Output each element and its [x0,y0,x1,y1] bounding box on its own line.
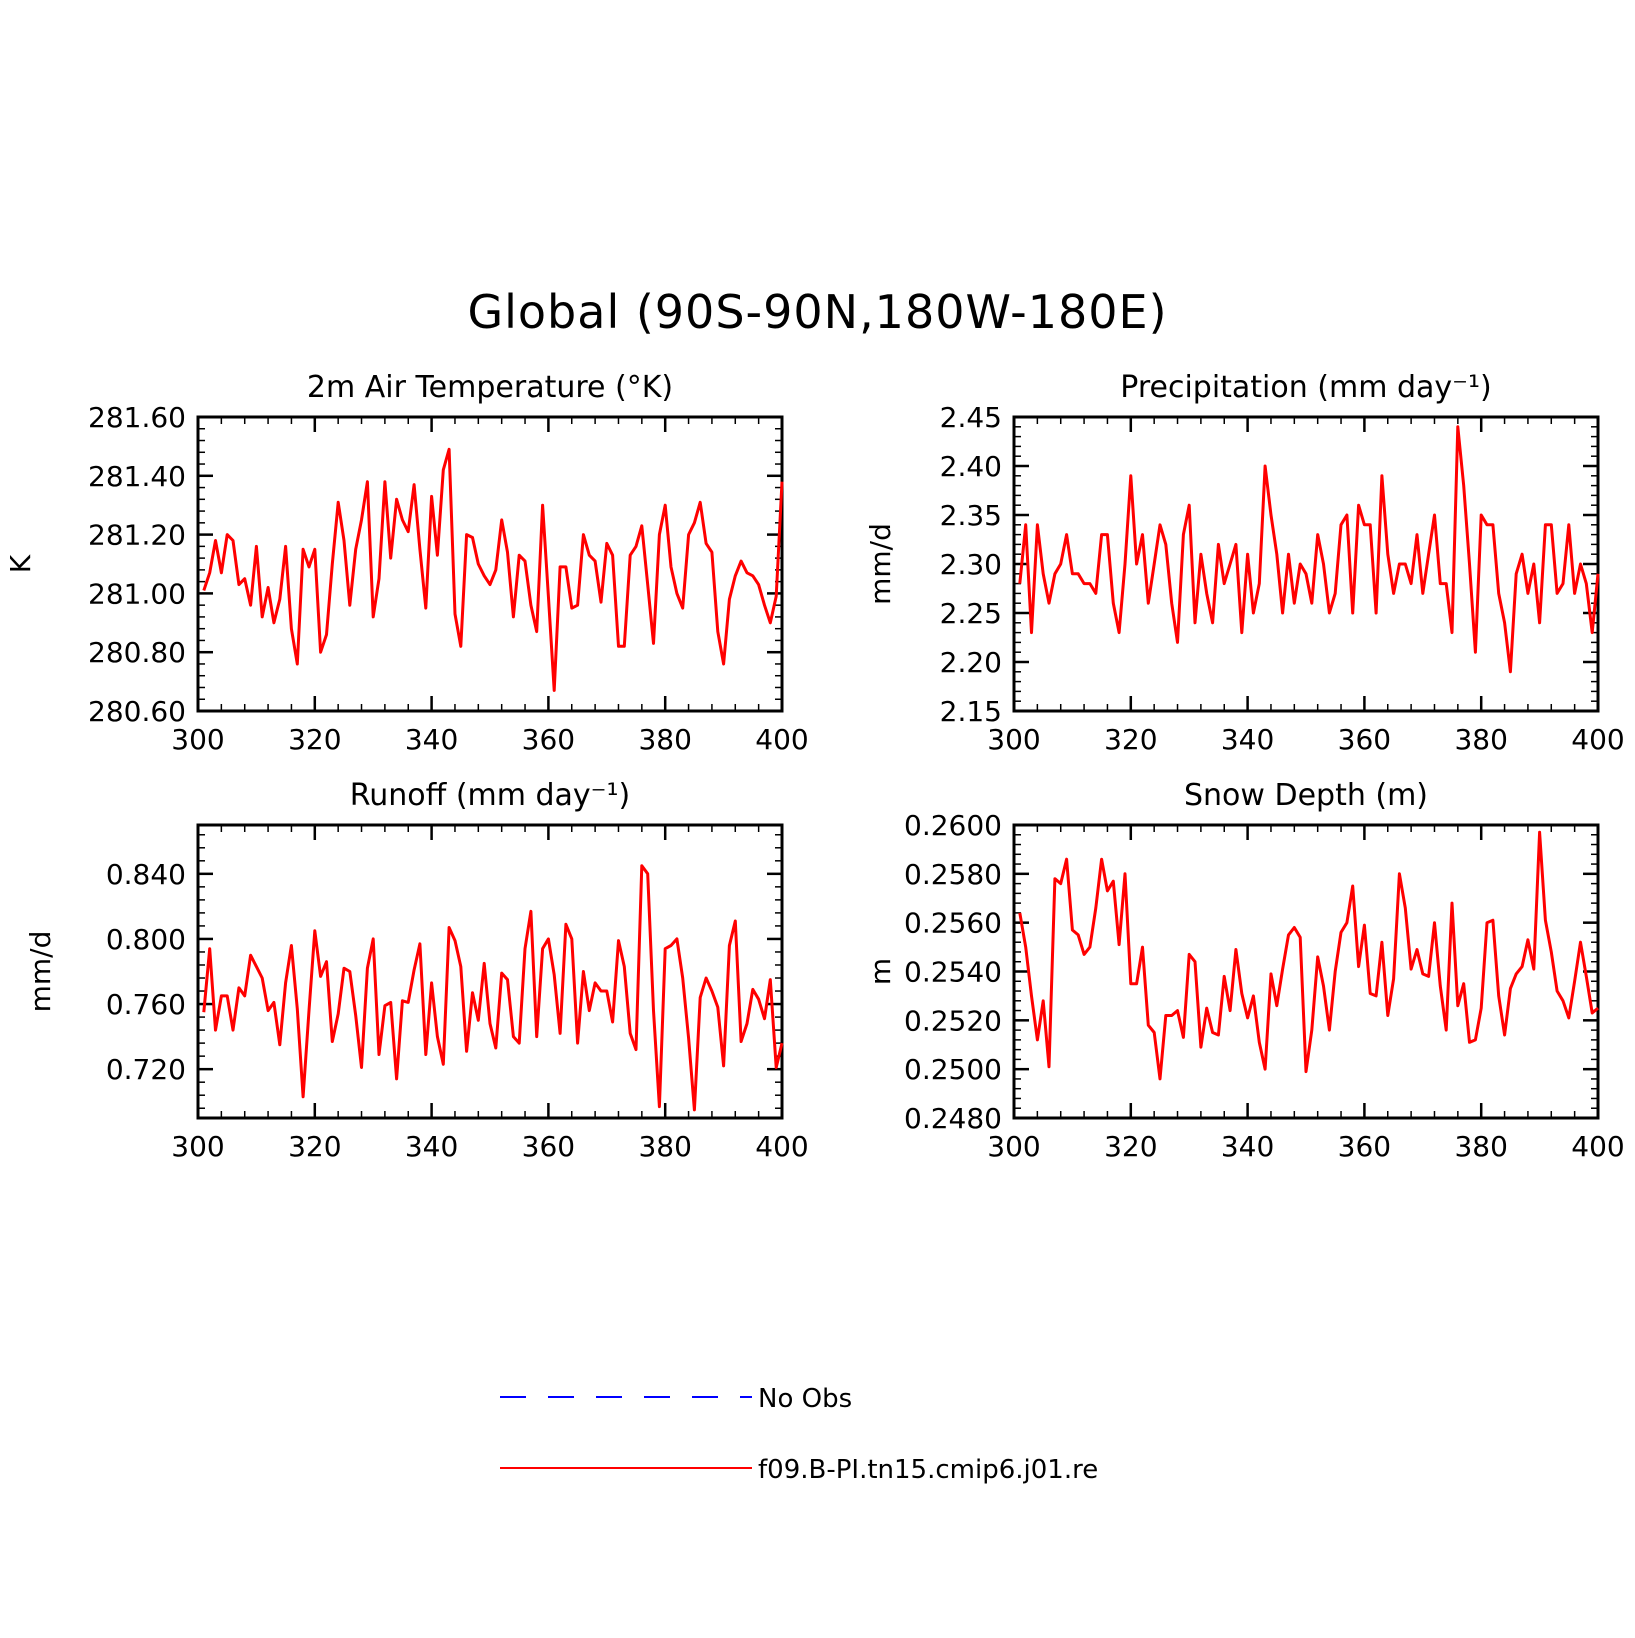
x-tick-label: 380 [638,1130,691,1163]
y-tick-label: 2.20 [940,646,1002,679]
panel-runoff: Runoff (mm day⁻¹) mm/d 300 320 340 360 380 40… [24,778,809,1163]
x-tick-label: 360 [1338,1130,1391,1163]
y-tick-label: 281.40 [88,460,186,493]
y-tick-label: 0.760 [106,988,186,1021]
y-tick-label: 0.2500 [904,1053,1002,1086]
x-tick-label: 300 [987,723,1040,756]
legend: No Obs f09.B-PI.tn15.cmip6.j01.re [500,1384,1098,1485]
series-line [1018,830,1599,1081]
y-tick-label: 0.2560 [904,907,1002,940]
y-tick-label: 2.40 [940,450,1002,483]
y-tick-label: 0.2540 [904,956,1002,989]
x-tick-label: 400 [1571,1130,1624,1163]
x-tick-label: 360 [1338,723,1391,756]
series-line [202,864,784,1112]
x-tick-label: 300 [171,1130,224,1163]
y-tick-label: 2.15 [940,695,1002,728]
panel-precipitation: Precipitation (mm day⁻¹) mm/d 300 320 340 3… [864,370,1625,756]
y-tick-label: 2.25 [940,597,1002,630]
y-tick-label: 2.45 [940,401,1002,434]
x-tick-label: 380 [638,723,691,756]
y-tick-label: 0.800 [106,923,186,956]
y-tick-label: 280.80 [88,636,186,669]
y-axis-label: m [864,958,897,985]
y-tick-label: 0.2520 [904,1004,1002,1037]
y-axis-label: mm/d [24,931,57,1013]
x-tick-label: 320 [288,723,341,756]
y-tick-label: 281.00 [88,577,186,610]
x-tick-label: 340 [405,1130,458,1163]
main-title: Global (90S-90N,180W-180E) [467,285,1168,339]
panel-snow-depth: Snow Depth (m) m 300 320 340 360 380 400 0.248… [864,778,1625,1163]
panel-title: 2m Air Temperature (°K) [307,370,673,405]
y-tick-label: 0.2580 [904,858,1002,891]
panel-air-temperature: 2m Air Temperature (°K) K 300 320 340 360 38… [4,370,809,756]
y-tick-label: 0.840 [106,858,186,891]
legend-label-model: f09.B-PI.tn15.cmip6.j01.re [758,1455,1098,1485]
x-tick-label: 400 [1571,723,1624,756]
x-tick-label: 340 [1221,1130,1274,1163]
panel-title: Snow Depth (m) [1184,778,1428,813]
x-tick-label: 320 [1104,723,1157,756]
series-line [202,447,784,692]
x-tick-label: 380 [1454,723,1507,756]
x-tick-label: 360 [522,723,575,756]
x-tick-label: 340 [405,723,458,756]
plot-frame [196,823,784,1120]
x-tick-label: 300 [171,723,224,756]
y-tick-label: 2.30 [940,548,1002,581]
panel-title: Precipitation (mm day⁻¹) [1120,370,1491,405]
panel-title: Runoff (mm day⁻¹) [350,778,631,813]
x-tick-label: 340 [1221,723,1274,756]
x-tick-label: 360 [522,1130,575,1163]
legend-label-no-obs: No Obs [758,1384,852,1414]
y-axis-label: K [4,554,37,573]
x-tick-label: 300 [987,1130,1040,1163]
x-tick-label: 380 [1454,1130,1507,1163]
y-tick-label: 281.60 [88,401,186,434]
y-axis-label: mm/d [864,523,897,605]
x-tick-label: 320 [1104,1130,1157,1163]
y-tick-label: 280.60 [88,695,186,728]
y-tick-label: 0.2480 [904,1102,1002,1135]
y-tick-label: 0.720 [106,1053,186,1086]
series-line [1018,425,1600,674]
x-tick-label: 400 [755,723,808,756]
x-tick-label: 320 [288,1130,341,1163]
x-tick-label: 400 [755,1130,808,1163]
y-tick-label: 281.20 [88,519,186,552]
y-tick-label: 2.35 [940,499,1002,532]
plot-frame [196,415,784,713]
y-tick-label: 0.2600 [904,809,1002,842]
